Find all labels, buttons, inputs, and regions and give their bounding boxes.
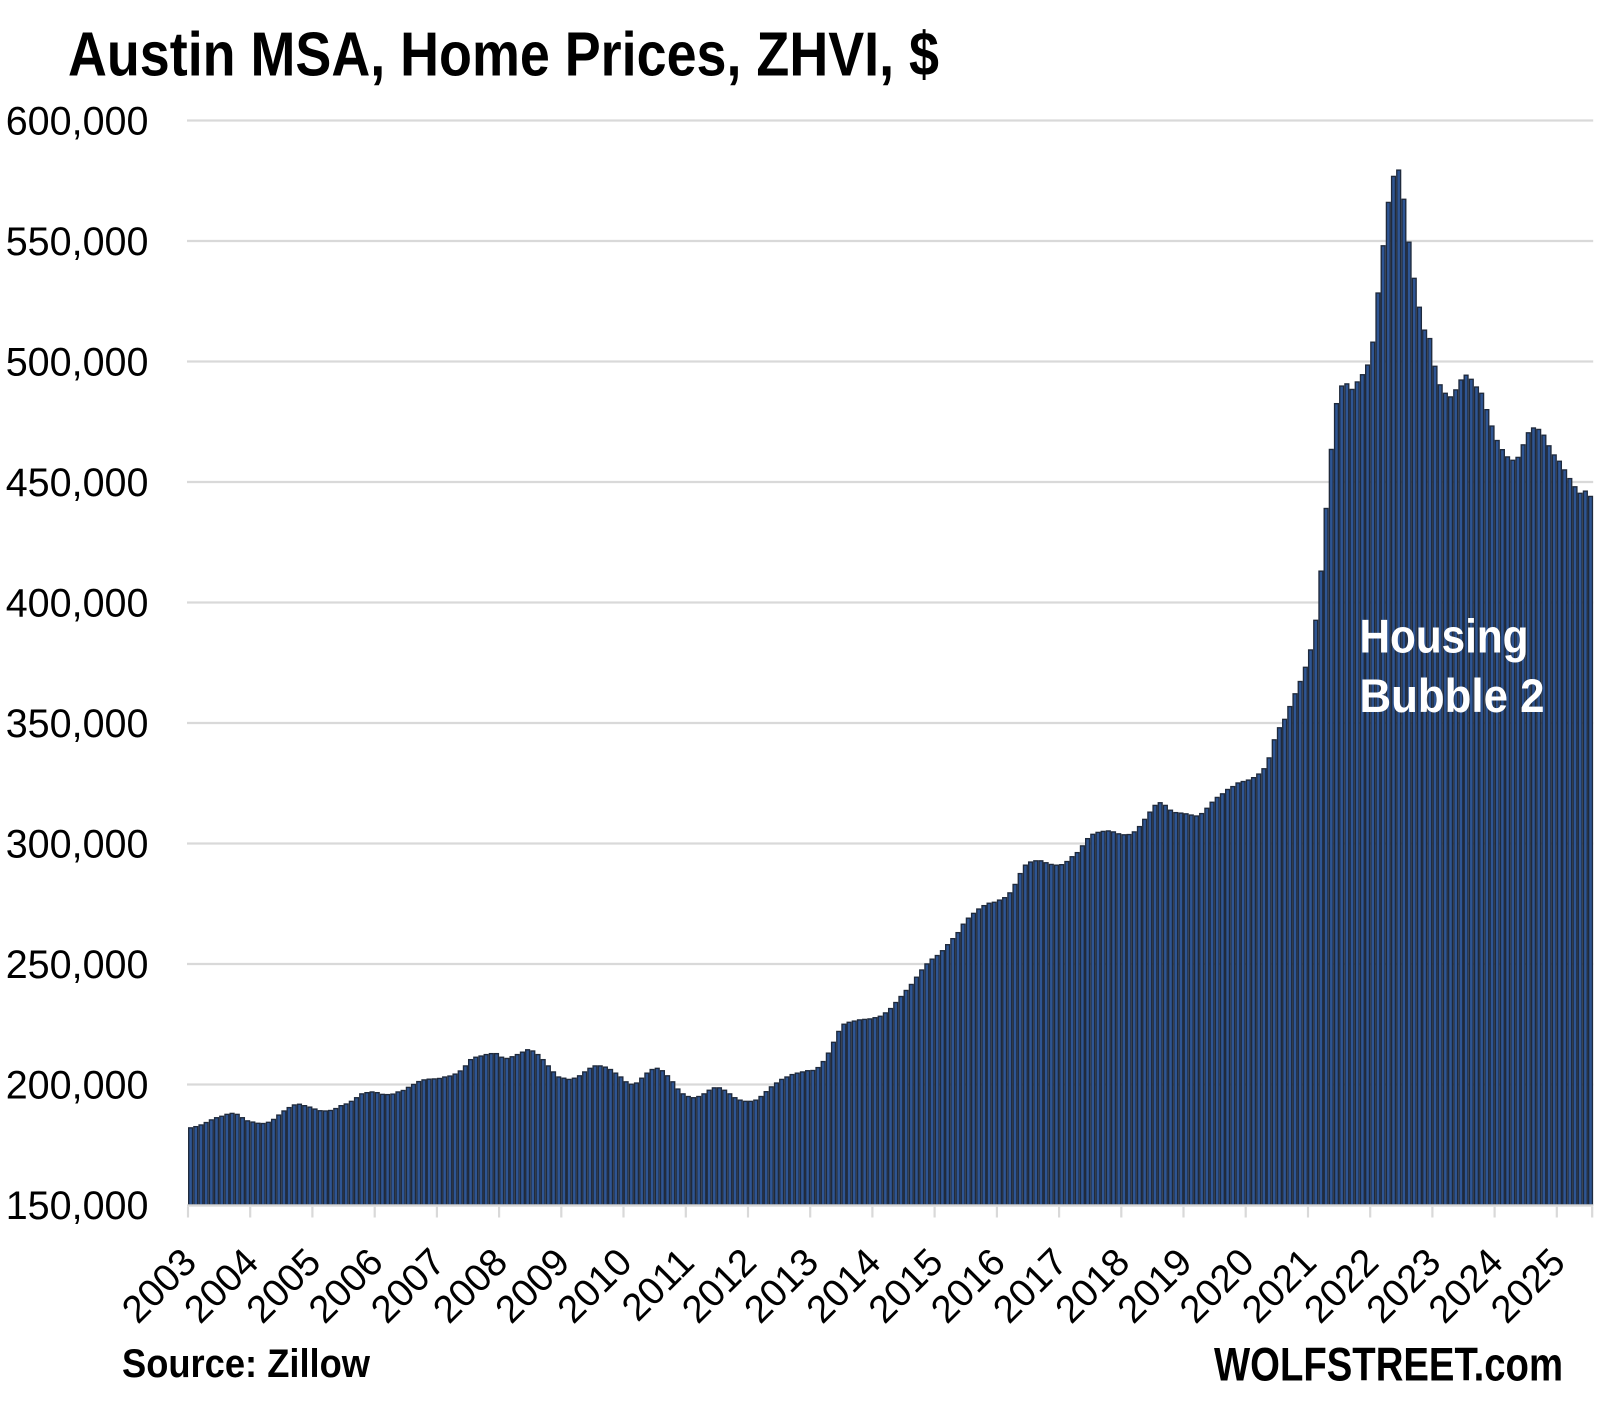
svg-text:Housing: Housing [1360, 610, 1529, 663]
svg-text:550,000: 550,000 [6, 220, 149, 264]
svg-text:500,000: 500,000 [6, 341, 149, 385]
svg-text:200,000: 200,000 [6, 1064, 149, 1108]
svg-text:300,000: 300,000 [6, 823, 149, 867]
svg-text:Bubble 2: Bubble 2 [1360, 669, 1545, 722]
svg-text:150,000: 150,000 [6, 1184, 149, 1228]
svg-text:250,000: 250,000 [6, 943, 149, 987]
svg-text:WOLFSTREET.com: WOLFSTREET.com [1214, 1338, 1563, 1391]
svg-text:450,000: 450,000 [6, 461, 149, 505]
svg-text:400,000: 400,000 [6, 582, 149, 626]
svg-text:600,000: 600,000 [6, 100, 149, 144]
svg-text:350,000: 350,000 [6, 702, 149, 746]
svg-text:Source: Zillow: Source: Zillow [122, 1342, 371, 1386]
svg-text:Austin MSA, Home Prices, ZHVI,: Austin MSA, Home Prices, ZHVI, $ [68, 21, 939, 90]
